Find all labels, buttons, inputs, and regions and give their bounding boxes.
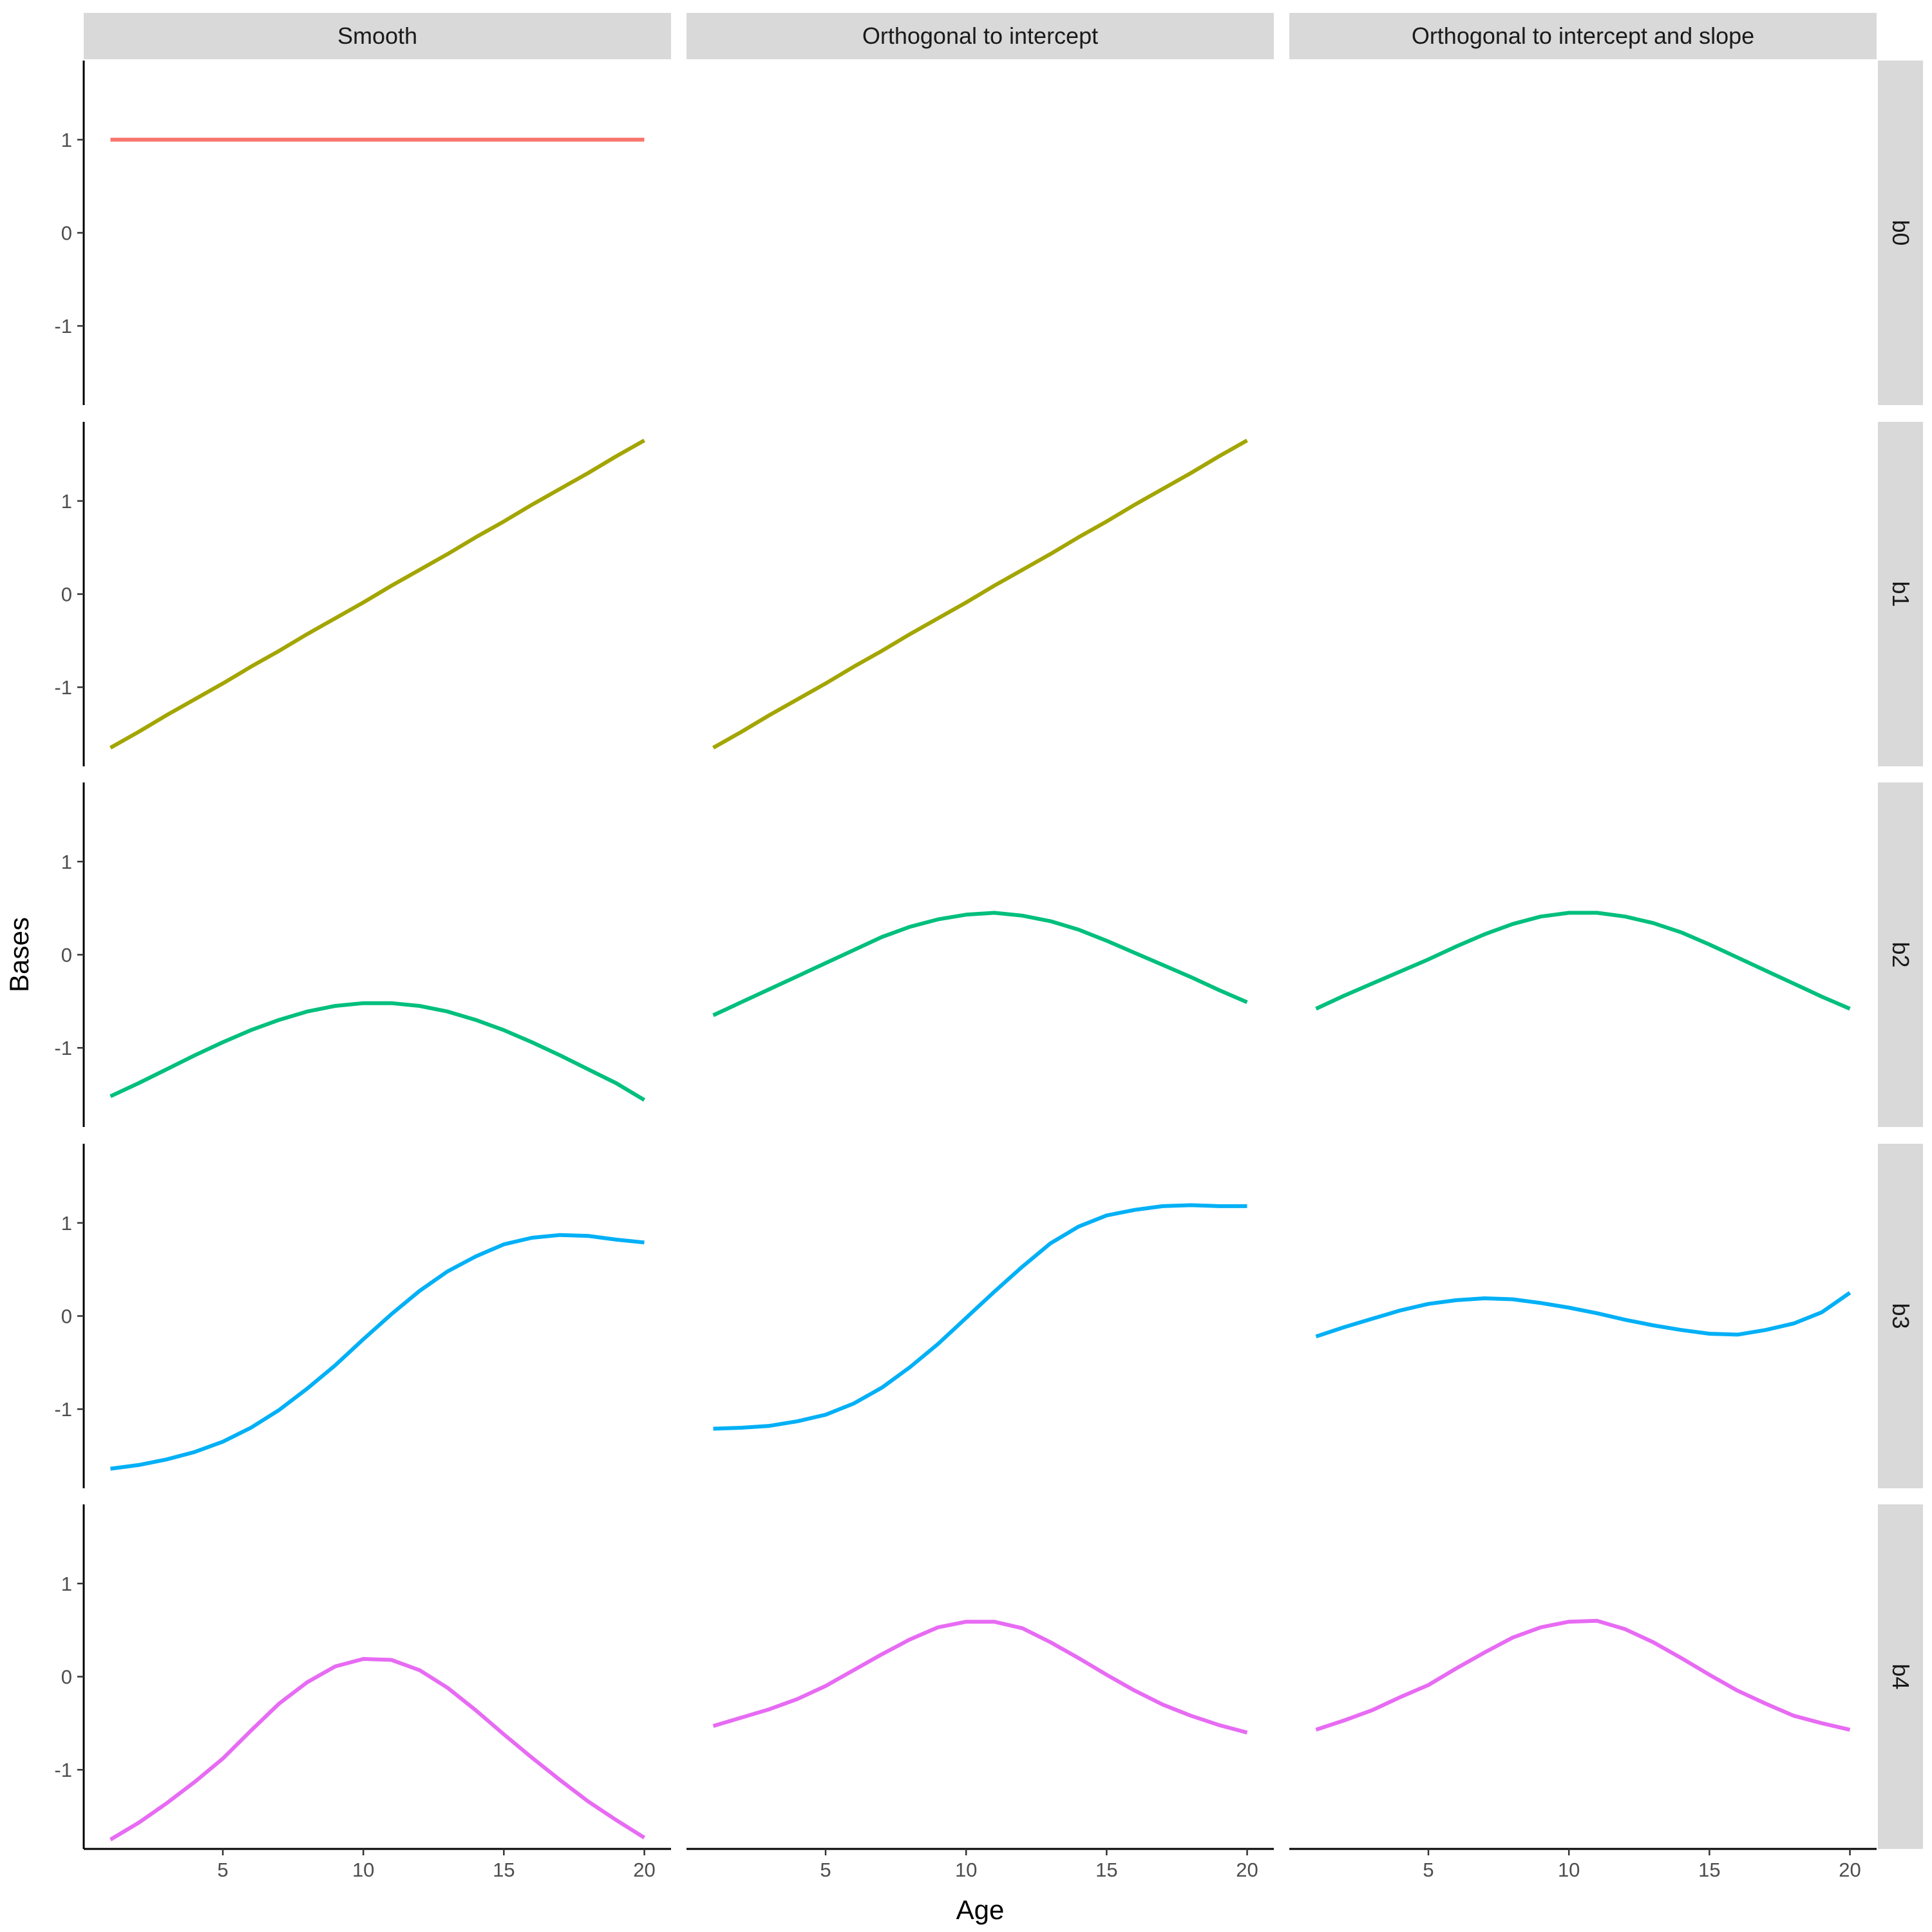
row-strip-label: b4 bbox=[1888, 1663, 1914, 1689]
row-strip-label: b1 bbox=[1888, 581, 1914, 607]
y-tick-label: 0 bbox=[61, 1666, 72, 1689]
x-tick-label: 5 bbox=[820, 1859, 831, 1881]
x-tick-label: 10 bbox=[955, 1859, 977, 1881]
y-tick-label: 1 bbox=[61, 851, 72, 873]
x-tick-label: 20 bbox=[1236, 1859, 1258, 1881]
y-tick-label: 0 bbox=[61, 583, 72, 606]
series-line-b4-orthogonal-to-intercept-and-slope bbox=[1315, 1618, 1851, 1732]
x-tick-label: 15 bbox=[493, 1859, 515, 1881]
x-tick-label: 15 bbox=[1095, 1859, 1117, 1881]
y-tick-label: 0 bbox=[61, 944, 72, 967]
y-tick-label: 0 bbox=[61, 222, 72, 245]
series-line-b1-orthogonal-to-intercept bbox=[712, 439, 1248, 750]
y-tick-label: 1 bbox=[61, 129, 72, 151]
y-tick-label: -1 bbox=[54, 676, 72, 699]
row-strip-b2 bbox=[1878, 782, 1923, 1127]
series-line-b4-smooth bbox=[109, 1657, 646, 1842]
series-line-b3-smooth bbox=[110, 1233, 645, 1471]
x-tick-label: 20 bbox=[633, 1859, 655, 1881]
y-tick-label: -1 bbox=[54, 1398, 72, 1421]
row-strip-b1 bbox=[1878, 422, 1923, 766]
y-tick-label: 1 bbox=[61, 490, 72, 513]
y-tick-label: 0 bbox=[61, 1305, 72, 1328]
series-line-b2-orthogonal-to-intercept-and-slope bbox=[1315, 911, 1851, 1011]
row-strip-label: b2 bbox=[1888, 942, 1914, 967]
x-tick-label: 20 bbox=[1839, 1859, 1861, 1881]
column-strip-smooth bbox=[84, 13, 671, 59]
y-tick-label: 1 bbox=[61, 1212, 72, 1235]
row-strip-b4 bbox=[1878, 1504, 1923, 1849]
column-strip-label: Orthogonal to intercept bbox=[862, 23, 1098, 49]
series-line-b3-orthogonal-to-intercept-and-slope bbox=[1315, 1291, 1852, 1339]
series-line-b1-smooth bbox=[109, 439, 645, 750]
x-tick-label: 5 bbox=[217, 1859, 228, 1881]
column-strips: Smooth Orthogonal to intercept Orthogonal … bbox=[84, 13, 1877, 59]
column-strip-orthogonal-to-intercept bbox=[687, 13, 1274, 59]
row-strip-label: b3 bbox=[1888, 1303, 1914, 1329]
y-tick-label: -1 bbox=[54, 1037, 72, 1059]
row-strip-b3 bbox=[1878, 1144, 1923, 1488]
column-strip-orthogonal-to-intercept-and-slope bbox=[1289, 13, 1877, 59]
series-line-b2-orthogonal-to-intercept bbox=[712, 911, 1248, 1018]
x-axis-title: Age bbox=[956, 1895, 1005, 1925]
x-tick-label: 10 bbox=[1558, 1859, 1580, 1881]
axes-layer: 10-110-110-110-110-15 10 15 20 5 10 15 20 5 10 15 2… bbox=[54, 61, 1877, 1881]
series-line-b2-smooth bbox=[109, 1001, 646, 1102]
column-strip-label: Smooth bbox=[337, 23, 417, 49]
series-line-b3-orthogonal-to-intercept bbox=[713, 1203, 1247, 1431]
y-tick-label: -1 bbox=[54, 315, 72, 337]
series-line-b4-orthogonal-to-intercept bbox=[712, 1620, 1248, 1735]
x-tick-label: 10 bbox=[352, 1859, 374, 1881]
row-strips: b0 b1 b2 b3 b4 bbox=[1878, 61, 1923, 1849]
x-tick-label: 15 bbox=[1698, 1859, 1720, 1881]
row-strip-b0 bbox=[1878, 61, 1923, 405]
row-strip-label: b0 bbox=[1888, 220, 1914, 245]
y-tick-label: -1 bbox=[54, 1759, 72, 1781]
x-tick-label: 5 bbox=[1423, 1859, 1434, 1881]
column-strip-label: Orthogonal to intercept and slope bbox=[1412, 23, 1754, 49]
y-axis-title: Bases bbox=[4, 917, 34, 992]
y-tick-label: 1 bbox=[61, 1573, 72, 1595]
series-lines bbox=[109, 137, 1852, 1842]
